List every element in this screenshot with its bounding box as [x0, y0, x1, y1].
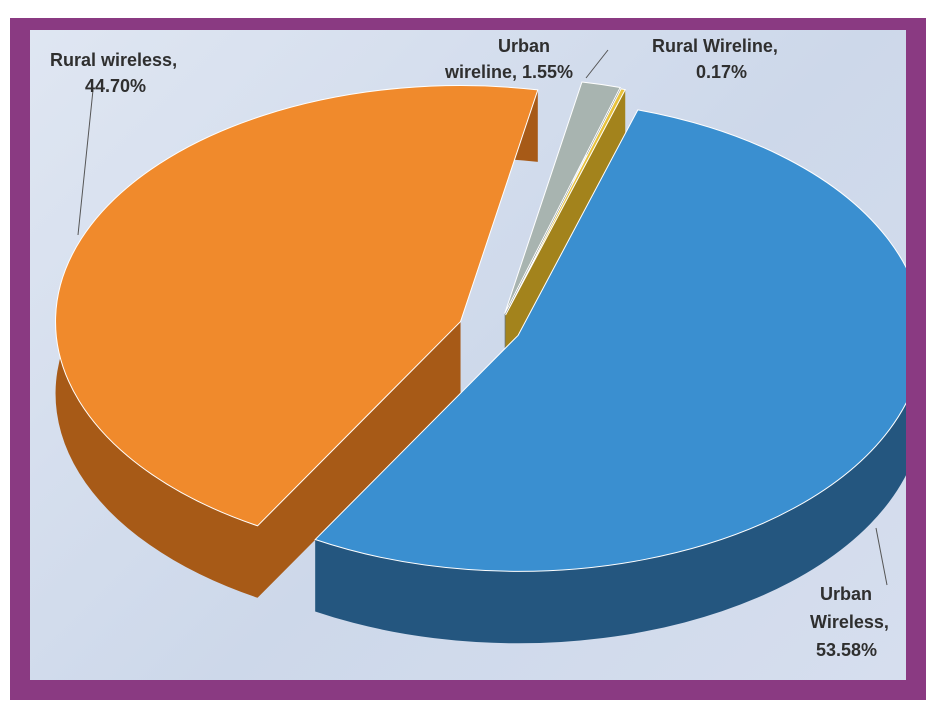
plot-area: Rural wireless, 44.70% Urban wireline, 1…: [30, 30, 906, 680]
slice-rural-wireless: [55, 85, 539, 527]
label-rural-wireline-name: Rural Wireline,: [652, 36, 778, 56]
slice-urban-wireless: [314, 109, 906, 572]
label-rural-wireless-name: Rural wireless,: [50, 50, 177, 70]
slice-urban-wireline: [504, 81, 621, 314]
pie-chart: Rural wireless, 44.70% Urban wireline, 1…: [50, 36, 906, 660]
slice-tops: [55, 81, 906, 572]
leader-urban-wireless: [875, 527, 888, 586]
leader-rural-wireless: [77, 89, 94, 236]
chart-frame: Rural wireless, 44.70% Urban wireline, 1…: [10, 18, 926, 700]
label-urban-wireless-value: 53.58%: [816, 640, 877, 660]
label-urban-wireless-type: Wireless,: [810, 612, 889, 632]
label-rural-wireline-value: 0.17%: [696, 62, 747, 82]
label-rural-wireless-value: 44.70%: [85, 76, 146, 96]
slice-rural-wireline: [505, 88, 626, 316]
leader-rural-wireline: [585, 49, 609, 79]
label-urban-wireless-name: Urban: [820, 584, 872, 604]
label-urban-wireline-name: Urban: [498, 36, 550, 56]
label-urban-wireline-value: wireline, 1.55%: [444, 62, 573, 82]
